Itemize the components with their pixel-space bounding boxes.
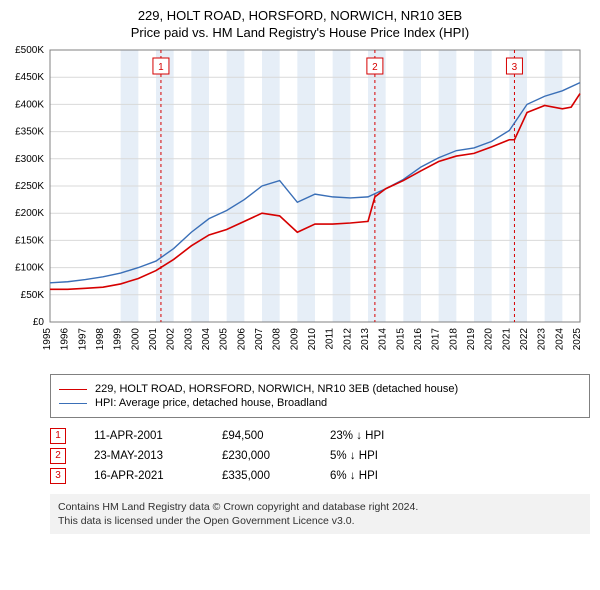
svg-text:2022: 2022 <box>519 328 530 351</box>
svg-text:2008: 2008 <box>272 328 283 351</box>
sale-marker: 2 <box>50 448 66 464</box>
svg-text:2018: 2018 <box>448 328 459 351</box>
svg-text:2025: 2025 <box>572 328 583 351</box>
svg-text:2002: 2002 <box>166 328 177 351</box>
svg-text:£0: £0 <box>33 317 45 328</box>
sale-table: 1 11-APR-2001 £94,500 23% ↓ HPI 2 23-MAY-2013… <box>50 428 590 484</box>
svg-text:2006: 2006 <box>236 328 247 351</box>
svg-text:£450K: £450K <box>15 72 44 83</box>
price-chart: 123£0£50K£100K£150K£200K£250K£300K£350K£… <box>50 46 590 366</box>
svg-text:2023: 2023 <box>537 328 548 351</box>
svg-text:2010: 2010 <box>307 328 318 351</box>
legend-label-series1: 229, HOLT ROAD, HORSFORD, NORWICH, NR10 … <box>95 383 458 395</box>
svg-text:£500K: £500K <box>15 45 44 56</box>
svg-text:2024: 2024 <box>554 328 565 351</box>
sale-marker: 3 <box>50 468 66 484</box>
svg-text:2020: 2020 <box>484 328 495 351</box>
page-title-line2: Price paid vs. HM Land Registry's House … <box>10 25 590 40</box>
svg-text:2005: 2005 <box>219 328 230 351</box>
svg-text:2012: 2012 <box>342 328 353 351</box>
svg-text:2017: 2017 <box>431 328 442 351</box>
svg-text:2015: 2015 <box>395 328 406 351</box>
svg-text:2003: 2003 <box>183 328 194 351</box>
svg-text:£300K: £300K <box>15 154 44 165</box>
credit-box: Contains HM Land Registry data © Crown c… <box>50 494 590 534</box>
svg-text:2013: 2013 <box>360 328 371 351</box>
svg-text:1: 1 <box>158 62 164 73</box>
sale-marker: 1 <box>50 428 66 444</box>
legend-swatch-series1 <box>59 389 87 390</box>
sale-diff: 6% ↓ HPI <box>330 470 430 482</box>
svg-text:2001: 2001 <box>148 328 159 351</box>
sale-row: 3 16-APR-2021 £335,000 6% ↓ HPI <box>50 468 590 484</box>
svg-text:£50K: £50K <box>21 290 45 301</box>
legend-row-series2: HPI: Average price, detached house, Broa… <box>59 397 581 409</box>
sale-price: £230,000 <box>222 450 302 462</box>
sale-row: 1 11-APR-2001 £94,500 23% ↓ HPI <box>50 428 590 444</box>
svg-text:1995: 1995 <box>42 328 53 351</box>
credit-line1: Contains HM Land Registry data © Crown c… <box>58 500 582 514</box>
sale-date: 16-APR-2021 <box>94 470 194 482</box>
page-title-line1: 229, HOLT ROAD, HORSFORD, NORWICH, NR10 … <box>10 8 590 23</box>
legend-box: 229, HOLT ROAD, HORSFORD, NORWICH, NR10 … <box>50 374 590 418</box>
svg-text:£200K: £200K <box>15 208 44 219</box>
sale-diff: 23% ↓ HPI <box>330 430 430 442</box>
legend-swatch-series2 <box>59 403 87 404</box>
sale-date: 11-APR-2001 <box>94 430 194 442</box>
svg-text:2021: 2021 <box>501 328 512 351</box>
svg-text:£100K: £100K <box>15 263 44 274</box>
sale-date: 23-MAY-2013 <box>94 450 194 462</box>
svg-text:2019: 2019 <box>466 328 477 351</box>
svg-text:£350K: £350K <box>15 127 44 138</box>
svg-text:2011: 2011 <box>325 328 336 350</box>
sale-diff: 5% ↓ HPI <box>330 450 430 462</box>
svg-text:3: 3 <box>512 62 518 73</box>
svg-text:2004: 2004 <box>201 328 212 351</box>
svg-text:£250K: £250K <box>15 181 44 192</box>
chart-svg: 123£0£50K£100K£150K£200K£250K£300K£350K£… <box>50 46 590 366</box>
credit-line2: This data is licensed under the Open Gov… <box>58 514 582 528</box>
svg-text:2009: 2009 <box>289 328 300 351</box>
svg-text:1996: 1996 <box>60 328 71 351</box>
sale-row: 2 23-MAY-2013 £230,000 5% ↓ HPI <box>50 448 590 464</box>
svg-text:2014: 2014 <box>378 328 389 351</box>
sale-price: £335,000 <box>222 470 302 482</box>
svg-text:2: 2 <box>372 62 378 73</box>
svg-text:1999: 1999 <box>113 328 124 351</box>
svg-text:2007: 2007 <box>254 328 265 351</box>
svg-text:2000: 2000 <box>130 328 141 351</box>
svg-text:2016: 2016 <box>413 328 424 351</box>
svg-text:1997: 1997 <box>77 328 88 351</box>
svg-text:£150K: £150K <box>15 235 44 246</box>
svg-text:1998: 1998 <box>95 328 106 351</box>
svg-text:£400K: £400K <box>15 99 44 110</box>
legend-label-series2: HPI: Average price, detached house, Broa… <box>95 397 327 409</box>
sale-price: £94,500 <box>222 430 302 442</box>
legend-row-series1: 229, HOLT ROAD, HORSFORD, NORWICH, NR10 … <box>59 383 581 395</box>
